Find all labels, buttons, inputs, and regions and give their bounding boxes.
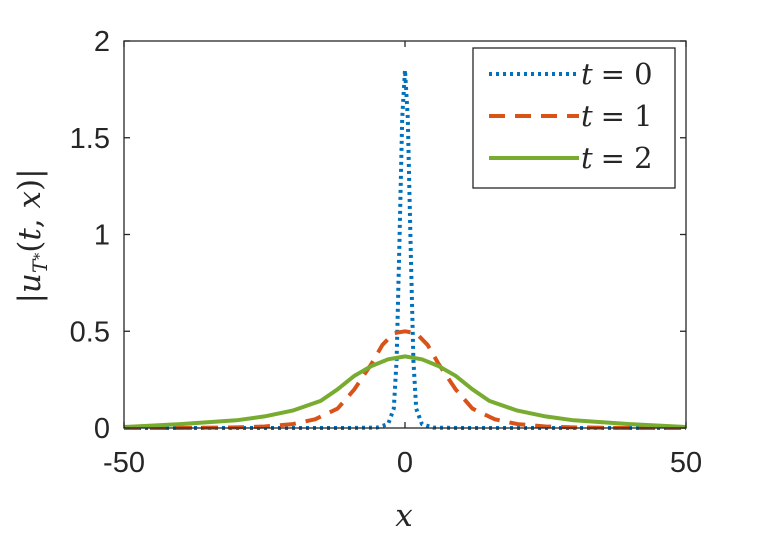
y-axis-label: |uT*(t, x)|	[12, 168, 52, 303]
y-tick-label: 1	[94, 220, 110, 252]
legend: t = 0 t = 1 t = 2	[472, 47, 676, 189]
x-tick-label: -50	[103, 447, 145, 479]
axis-labels: x |uT*(t, x)|	[12, 168, 413, 534]
y-tick-label: 0	[94, 413, 110, 445]
x-axis-label: x	[395, 498, 413, 534]
y-tick-label: 1.5	[70, 123, 110, 155]
x-tick-label: 0	[397, 447, 413, 479]
y-tick-label: 2	[94, 26, 110, 58]
legend-label-t2: t = 2	[581, 141, 653, 175]
svg-text:|uT*(t, x)|: |uT*(t, x)|	[12, 168, 52, 303]
legend-label-t1: t = 1	[581, 99, 653, 133]
plot-lines	[123, 68, 687, 430]
x-tick-label: 50	[670, 447, 702, 479]
series-line-t1	[124, 329, 686, 430]
y-tick-label: 0.5	[70, 316, 110, 348]
series-line-t2	[123, 354, 687, 429]
series-line-t0	[124, 68, 686, 430]
legend-label-t0: t = 0	[581, 57, 653, 91]
